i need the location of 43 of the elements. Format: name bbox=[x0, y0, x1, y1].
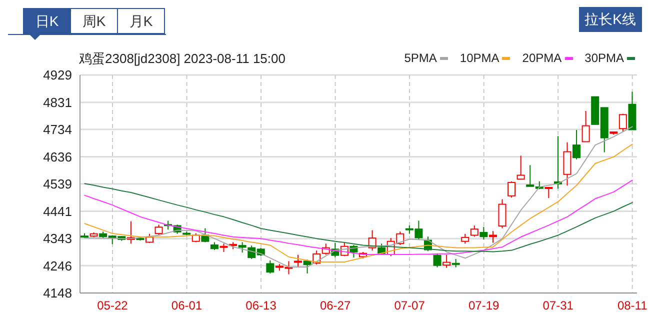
candlestick bbox=[516, 155, 525, 180]
x-tick-label: 06-01 bbox=[171, 298, 202, 313]
legend-label: 30PMA bbox=[584, 51, 624, 65]
x-tick-label: 08-11 bbox=[617, 298, 648, 313]
candlestick bbox=[480, 226, 488, 240]
candlestick bbox=[488, 230, 497, 244]
legend-label: 20PMA bbox=[522, 51, 562, 65]
candlestick bbox=[544, 186, 553, 199]
period-tabs: 日K 周K 月K bbox=[23, 8, 165, 34]
candlestick bbox=[618, 113, 627, 132]
x-tick-label: 07-31 bbox=[542, 298, 574, 313]
candlestick bbox=[238, 242, 246, 254]
x-tick-label: 06-27 bbox=[320, 298, 351, 313]
x-tick-label: 07-19 bbox=[468, 298, 500, 313]
y-tick-label: 4636 bbox=[43, 149, 72, 164]
y-tick-label: 4343 bbox=[43, 231, 72, 246]
y-tick-label: 4929 bbox=[43, 68, 72, 83]
legend-label: 10PMA bbox=[460, 51, 500, 65]
text: 拉长K线 bbox=[578, 7, 642, 32]
candlestick bbox=[294, 254, 302, 268]
y-tick-label: 4734 bbox=[43, 122, 72, 138]
candlestick bbox=[433, 252, 442, 268]
candlestick bbox=[563, 142, 572, 186]
candlestick bbox=[572, 129, 581, 160]
candlestick bbox=[442, 254, 451, 268]
x-tick-label: 07-07 bbox=[394, 298, 426, 313]
y-tick-label: 4831 bbox=[43, 94, 72, 110]
candlestick bbox=[303, 259, 312, 274]
candlestick bbox=[266, 260, 274, 274]
y-tick-label: 4539 bbox=[43, 176, 72, 192]
x-tick-label: 05-22 bbox=[97, 298, 128, 313]
chart-title: 鸡蛋2308[jd2308] 2023-08-11 15:00 bbox=[79, 50, 286, 68]
candlestick bbox=[154, 224, 163, 236]
candlestick bbox=[498, 198, 506, 229]
legend-label: 5PMA bbox=[404, 51, 437, 65]
candlestick bbox=[582, 110, 590, 142]
y-tick-label: 4246 bbox=[43, 258, 72, 274]
candlestick bbox=[508, 180, 516, 198]
candlestick bbox=[470, 224, 478, 238]
y-tick-label: 4441 bbox=[43, 204, 72, 219]
x-tick-label: 06-13 bbox=[246, 298, 277, 313]
candlestick bbox=[461, 233, 470, 244]
y-tick-label: 4148 bbox=[43, 286, 72, 301]
